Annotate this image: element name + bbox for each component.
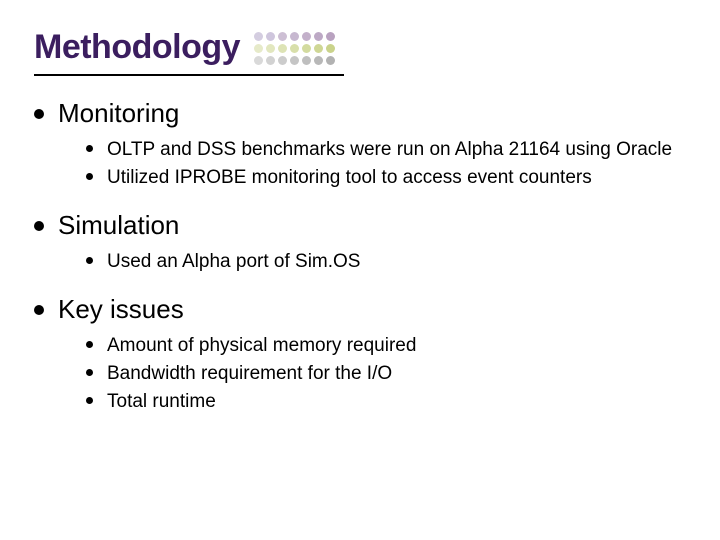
sub-bullet-list: Amount of physical memory required Bandwi…	[86, 333, 686, 414]
bullet-dot-icon	[86, 341, 93, 348]
decorative-dot	[302, 32, 311, 41]
bullet-dot-icon	[86, 145, 93, 152]
decorative-dot	[278, 56, 287, 65]
decorative-dot	[278, 44, 287, 53]
decorative-dot	[326, 32, 335, 41]
list-item-l2: Amount of physical memory required	[86, 333, 686, 358]
decorative-dot	[314, 44, 323, 53]
list-item-text: Bandwidth requirement for the I/O	[107, 361, 392, 386]
title-underline	[34, 74, 344, 76]
list-item-label: Key issues	[58, 294, 686, 325]
list-item-text: OLTP and DSS benchmarks were run on Alph…	[107, 137, 672, 162]
list-item-l2: Utilized IPROBE monitoring tool to acces…	[86, 165, 686, 190]
list-item-text: Utilized IPROBE monitoring tool to acces…	[107, 165, 592, 190]
title-row: Methodology	[34, 28, 686, 68]
decorative-dot	[290, 56, 299, 65]
list-item-l2: Total runtime	[86, 389, 686, 414]
list-item-text: Used an Alpha port of Sim.OS	[107, 249, 360, 274]
list-item-content: Monitoring OLTP and DSS benchmarks were r…	[58, 98, 686, 196]
sub-bullet-list: OLTP and DSS benchmarks were run on Alph…	[86, 137, 686, 190]
bullet-list: Monitoring OLTP and DSS benchmarks were r…	[34, 98, 686, 420]
list-item-l1: Monitoring OLTP and DSS benchmarks were r…	[34, 98, 686, 196]
decorative-dot	[266, 44, 275, 53]
decorative-dot	[326, 44, 335, 53]
bullet-dot-icon	[86, 369, 93, 376]
decorative-dot	[314, 32, 323, 41]
decorative-dot	[254, 56, 263, 65]
list-item-label: Monitoring	[58, 98, 686, 129]
decorative-dot	[254, 44, 263, 53]
list-item-l2: Bandwidth requirement for the I/O	[86, 361, 686, 386]
slide-title: Methodology	[34, 28, 240, 67]
list-item-text: Total runtime	[107, 389, 216, 414]
list-item-content: Simulation Used an Alpha port of Sim.OS	[58, 210, 686, 280]
list-item-content: Key issues Amount of physical memory requ…	[58, 294, 686, 420]
decorative-dot	[290, 44, 299, 53]
decorative-dot	[278, 32, 287, 41]
list-item-l2: Used an Alpha port of Sim.OS	[86, 249, 686, 274]
decorative-dot	[290, 32, 299, 41]
bullet-dot-icon	[86, 173, 93, 180]
decorative-dot	[314, 56, 323, 65]
decorative-dot	[266, 32, 275, 41]
bullet-dot-icon	[86, 397, 93, 404]
list-item-l2: OLTP and DSS benchmarks were run on Alph…	[86, 137, 686, 162]
decorative-dot	[266, 56, 275, 65]
bullet-dot-icon	[86, 257, 93, 264]
slide: { "title": { "text": "Methodology", "col…	[0, 0, 720, 540]
list-item-l1: Simulation Used an Alpha port of Sim.OS	[34, 210, 686, 280]
sub-bullet-list: Used an Alpha port of Sim.OS	[86, 249, 686, 274]
decorative-dot-grid	[254, 32, 338, 68]
list-item-label: Simulation	[58, 210, 686, 241]
decorative-dot	[302, 44, 311, 53]
list-item-text: Amount of physical memory required	[107, 333, 416, 358]
list-item-l1: Key issues Amount of physical memory requ…	[34, 294, 686, 420]
decorative-dot	[326, 56, 335, 65]
bullet-dot-icon	[34, 109, 44, 119]
bullet-dot-icon	[34, 221, 44, 231]
decorative-dot	[302, 56, 311, 65]
bullet-dot-icon	[34, 305, 44, 315]
decorative-dot	[254, 32, 263, 41]
